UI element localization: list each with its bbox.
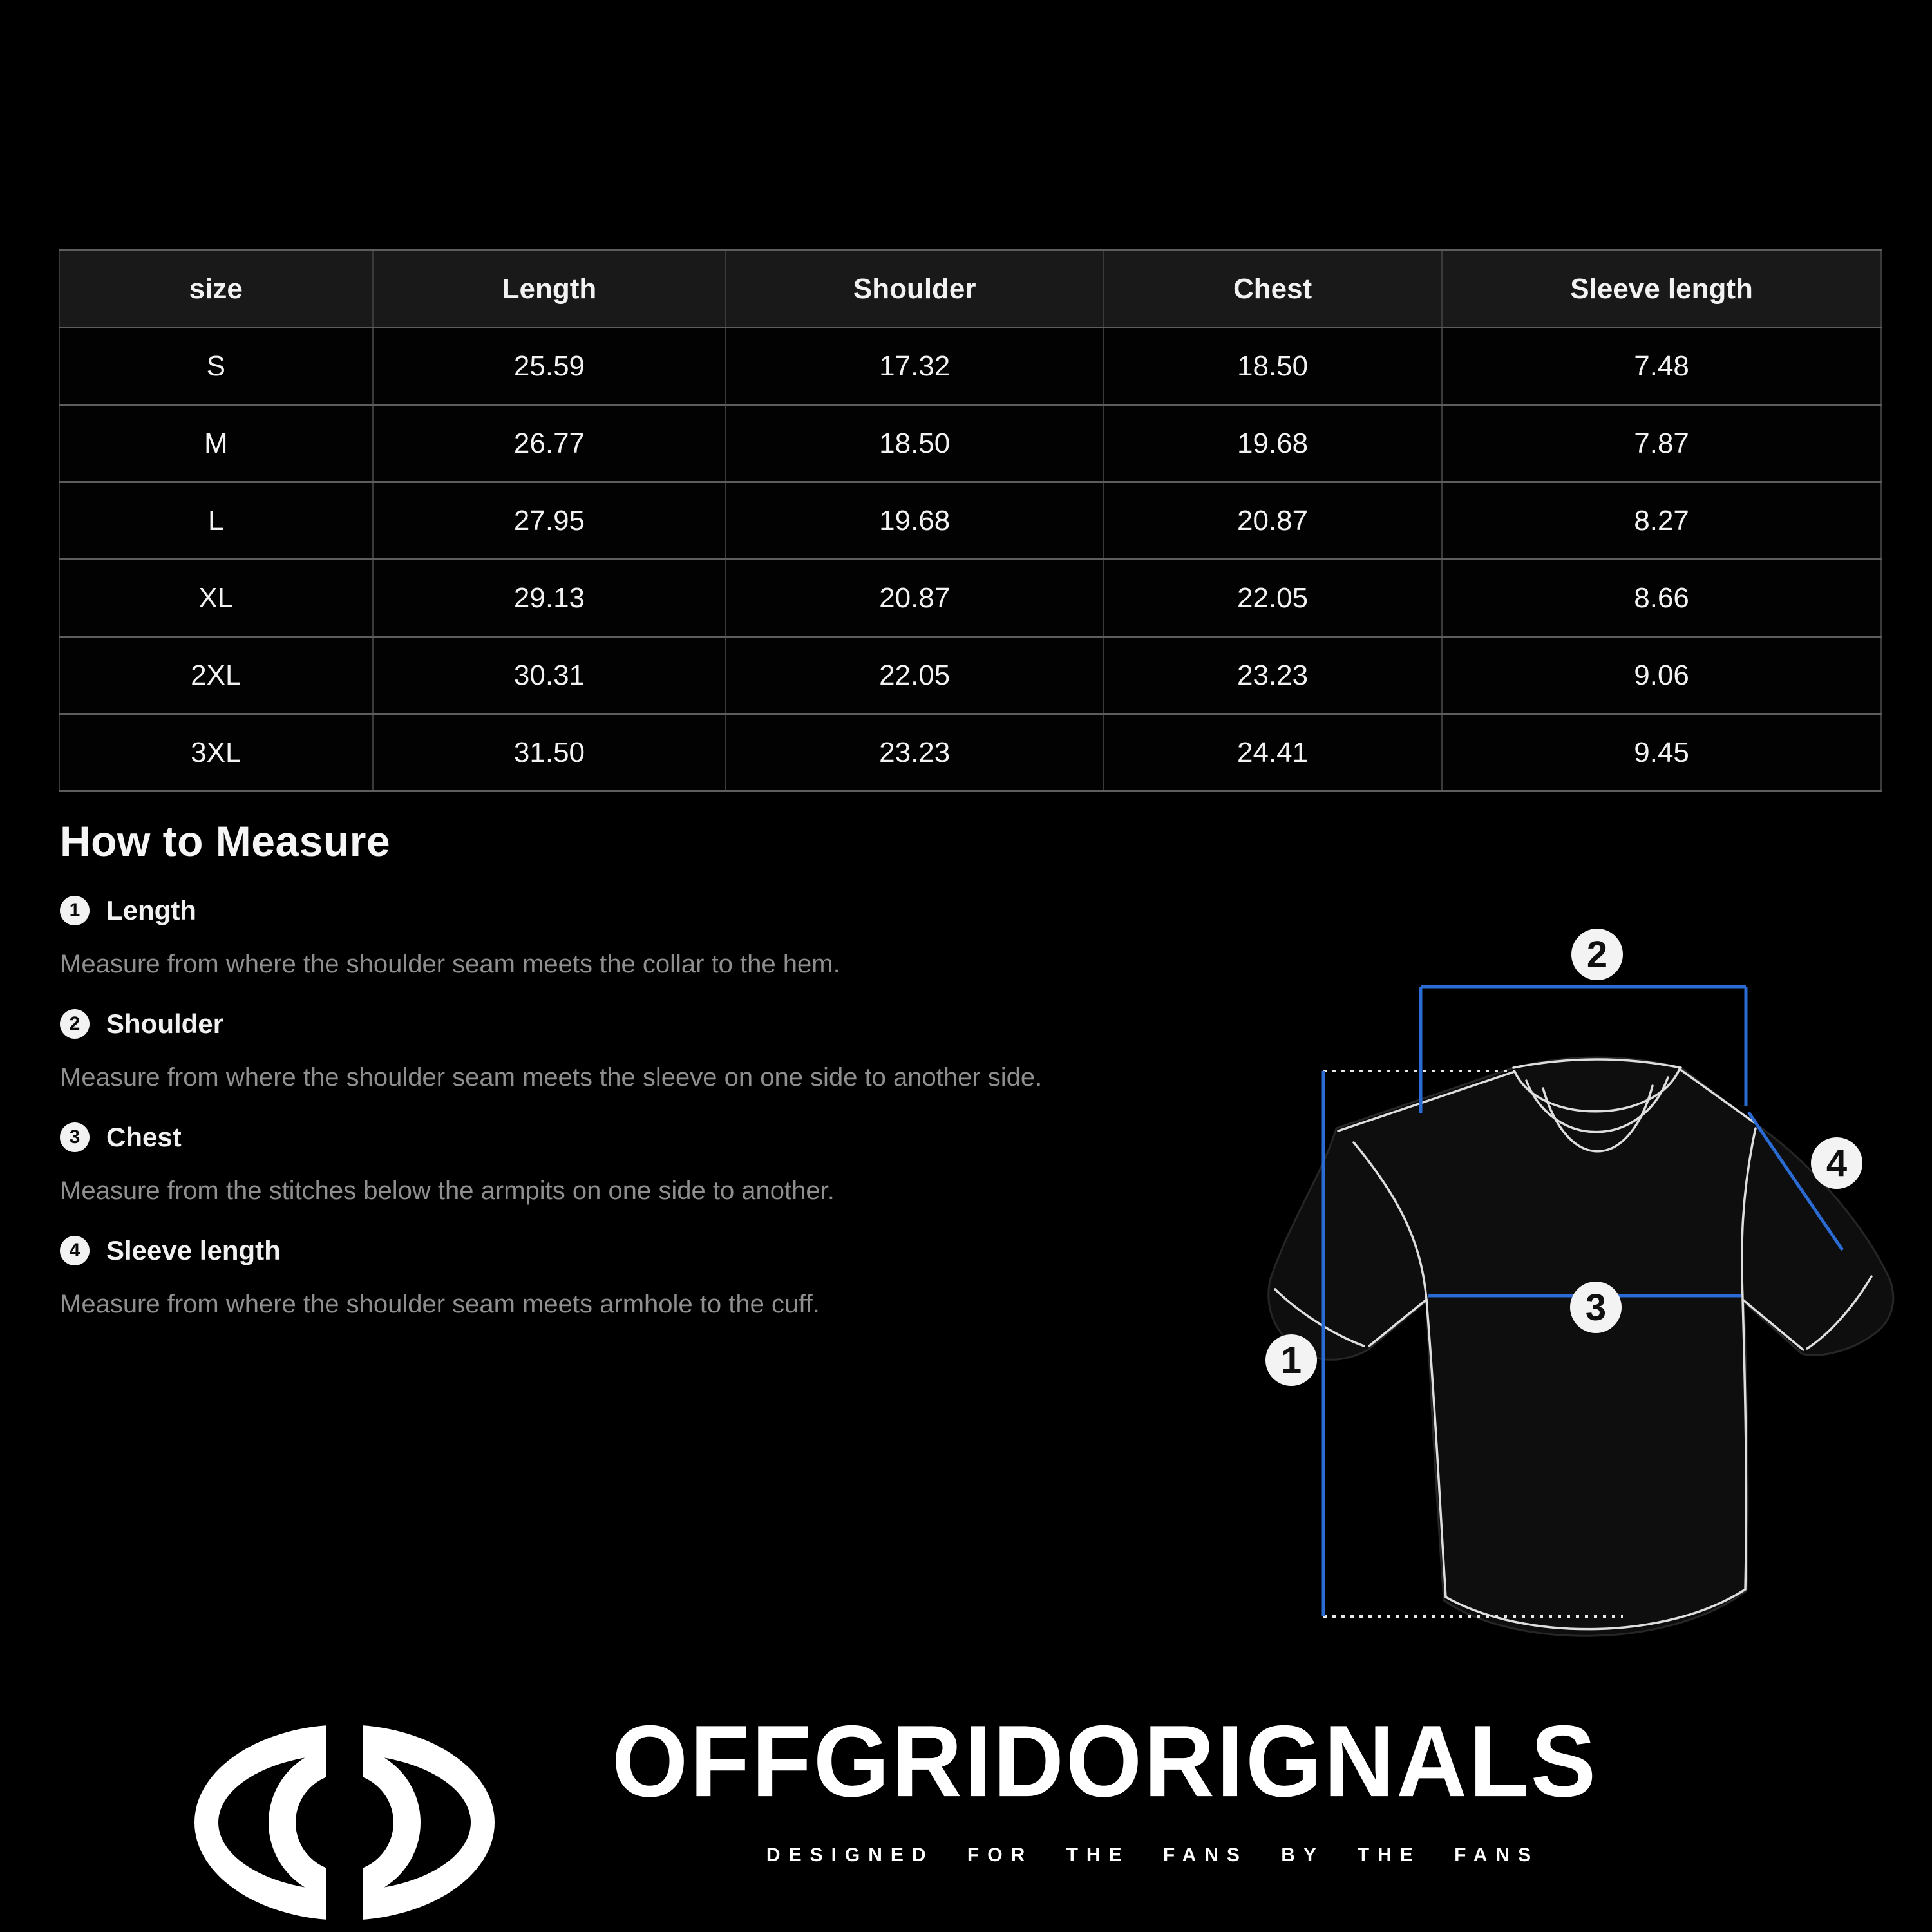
brand-text-block: OFFGRIDORIGNALS DESIGNED FOR THE FANS BY… xyxy=(612,1710,1694,1866)
cell-shoulder: 19.68 xyxy=(725,481,1104,560)
diagram-badge-chest: 3 xyxy=(1586,1287,1606,1329)
step-3-label: Chest xyxy=(106,1122,182,1152)
cell-size: L xyxy=(59,481,374,560)
table-row-s: S 25.59 17.32 18.50 7.48 xyxy=(59,327,1882,406)
step-sleeve-length: 4 Sleeve length xyxy=(60,1234,1219,1267)
table-row-l: L 27.95 19.68 20.87 8.27 xyxy=(59,481,1882,560)
step-length: 1 Length xyxy=(60,894,1219,927)
step-chest: 3 Chest xyxy=(60,1121,1219,1154)
brand-tagline: DESIGNED FOR THE FANS BY THE FANS xyxy=(766,1844,1540,1866)
cell-size: M xyxy=(59,404,374,483)
cell-shoulder: 17.32 xyxy=(725,327,1104,406)
cell-chest: 20.87 xyxy=(1102,481,1443,560)
step-1-label: Length xyxy=(106,895,196,925)
col-header-sleeve-length: Sleeve length xyxy=(1441,249,1882,328)
size-table: size Length Shoulder Chest Sleeve length… xyxy=(59,249,1882,792)
col-header-size: size xyxy=(59,249,374,328)
cell-shoulder: 23.23 xyxy=(725,713,1104,792)
cell-size: S xyxy=(59,327,374,406)
step-4-description: Measure from where the shoulder seam mee… xyxy=(60,1290,820,1318)
sleeve-measure-line xyxy=(1747,1111,1844,1251)
brand-name: OFFGRIDORIGNALS xyxy=(612,1704,1598,1819)
step-3-description: Measure from the stitches below the armp… xyxy=(60,1177,835,1205)
step-4-badge: 4 xyxy=(60,1236,90,1265)
cell-length: 25.59 xyxy=(372,327,727,406)
col-header-chest: Chest xyxy=(1102,249,1443,328)
cell-sleeve: 7.48 xyxy=(1441,327,1882,406)
cell-sleeve: 9.45 xyxy=(1441,713,1882,792)
cell-chest: 23.23 xyxy=(1102,636,1443,715)
cell-sleeve: 9.06 xyxy=(1441,636,1882,715)
brand-logo xyxy=(193,1721,496,1924)
section-title: How to Measure xyxy=(60,817,391,865)
eye-logo-icon xyxy=(194,1721,495,1924)
diagram-badge-length: 1 xyxy=(1281,1340,1302,1381)
tshirt-outline-icon: 2 4 3 1 xyxy=(1265,929,1895,1637)
table-row-2xl: 2XL 30.31 22.05 23.23 9.06 xyxy=(59,636,1882,715)
cell-sleeve: 8.66 xyxy=(1441,558,1882,638)
table-row-m: M 26.77 18.50 19.68 7.87 xyxy=(59,404,1882,483)
step-2-label: Shoulder xyxy=(106,1009,224,1039)
step-3-badge: 3 xyxy=(60,1122,90,1152)
step-shoulder: 2 Shoulder xyxy=(60,1007,1219,1041)
cell-chest: 24.41 xyxy=(1102,713,1443,792)
step-4-label: Sleeve length xyxy=(106,1235,281,1265)
step-1-description: Measure from where the shoulder seam mee… xyxy=(60,950,840,978)
diagram-badge-shoulder: 2 xyxy=(1587,934,1607,976)
cell-size: 2XL xyxy=(59,636,374,715)
step-2-description: Measure from where the shoulder seam mee… xyxy=(60,1063,1043,1092)
diagram-badge-sleeve: 4 xyxy=(1826,1142,1847,1184)
how-to-measure-section: How to Measure 1 Length Measure from whe… xyxy=(60,817,1219,1319)
col-header-length: Length xyxy=(372,249,727,328)
cell-sleeve: 8.27 xyxy=(1441,481,1882,560)
cell-size: 3XL xyxy=(59,713,374,792)
cell-chest: 19.68 xyxy=(1102,404,1443,483)
cell-shoulder: 22.05 xyxy=(725,636,1104,715)
cell-length: 27.95 xyxy=(372,481,727,560)
cell-chest: 18.50 xyxy=(1102,327,1443,406)
cell-shoulder: 20.87 xyxy=(725,558,1104,638)
size-table-header-row: size Length Shoulder Chest Sleeve length xyxy=(59,249,1882,328)
cell-length: 30.31 xyxy=(372,636,727,715)
step-2-badge: 2 xyxy=(60,1009,90,1039)
diagram-badges: 2 4 3 1 xyxy=(1265,929,1862,1386)
step-1-badge: 1 xyxy=(60,896,90,925)
cell-chest: 22.05 xyxy=(1102,558,1443,638)
cell-length: 26.77 xyxy=(372,404,727,483)
tshirt-measure-diagram: 2 4 3 1 xyxy=(1256,921,1900,1662)
cell-length: 31.50 xyxy=(372,713,727,792)
cell-length: 29.13 xyxy=(372,558,727,638)
cell-size: XL xyxy=(59,558,374,638)
cell-shoulder: 18.50 xyxy=(725,404,1104,483)
table-row-3xl: 3XL 31.50 23.23 24.41 9.45 xyxy=(59,713,1882,792)
table-row-xl: XL 29.13 20.87 22.05 8.66 xyxy=(59,558,1882,638)
col-header-shoulder: Shoulder xyxy=(725,249,1104,328)
cell-sleeve: 7.87 xyxy=(1441,404,1882,483)
